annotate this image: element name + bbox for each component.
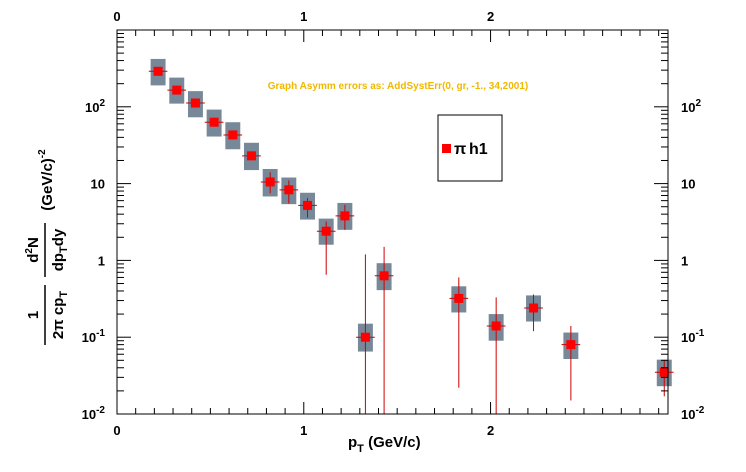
y-tick-label-left: 10-2 — [82, 405, 106, 422]
x-axis-title-sub: T — [357, 443, 364, 455]
data-point — [529, 303, 539, 313]
legend-symbol: π — [454, 141, 466, 158]
data-point — [228, 130, 238, 140]
y-tick-label-right: 1 — [681, 253, 688, 268]
x-tick-label-bottom: 0 — [113, 423, 120, 438]
y-tick-label-right: 10 — [681, 177, 695, 192]
y-tick-label-left: 102 — [85, 98, 105, 115]
x-tick-label-top: 0 — [113, 9, 120, 24]
data-point — [153, 66, 163, 76]
data-point — [303, 200, 313, 210]
data-point — [246, 151, 256, 161]
y-axis-frac1-den: 2π cpT — [50, 291, 70, 340]
plot-frame — [116, 29, 669, 415]
data-point — [321, 226, 331, 236]
chart-annotation: Graph Asymm errors as: AddSystErr(0, gr,… — [268, 81, 528, 92]
data-point — [340, 211, 350, 221]
y-tick-label-right: 10-2 — [681, 405, 705, 422]
data-point — [360, 332, 370, 342]
x-tick-label-bottom: 1 — [300, 423, 307, 438]
y-tick-label-left: 10 — [91, 177, 105, 192]
data-point — [265, 177, 275, 187]
y-axis-frac1-num: 1 — [25, 311, 42, 319]
data-point — [379, 271, 389, 281]
legend-marker — [442, 144, 451, 153]
x-axis-title: pT (GeV/c) — [348, 434, 421, 455]
y-axis-units: (GeV/c)-2 — [37, 149, 56, 211]
axes-layer: 0 0 1 1 2 2 10-2 10-2 10-1 10-1 1 1 10 10 102 102 — [82, 9, 705, 438]
data-layer — [148, 58, 674, 414]
x-axis-title-units: (GeV/c) — [364, 434, 421, 451]
data-point — [566, 340, 576, 350]
y-tick-label-left: 1 — [98, 253, 105, 268]
y-axis-title: 1 2π cpT d2N dpTdy (GeV/c)-2 — [24, 149, 70, 345]
x-tick-label-top: 1 — [300, 9, 307, 24]
y-tick-label-right: 10-1 — [681, 328, 705, 345]
y-tick-label-left: 10-1 — [82, 328, 106, 345]
x-tick-label-bottom: 2 — [487, 423, 494, 438]
y-axis-frac2-num: d2N — [24, 237, 42, 263]
y-axis-frac2-den: dpTdy — [50, 228, 70, 271]
data-point — [491, 321, 501, 331]
data-point — [659, 367, 669, 377]
data-point — [190, 98, 200, 108]
x-tick-label-top: 2 — [487, 9, 494, 24]
legend: π h1 — [437, 114, 503, 182]
x-axis-title-p: p — [348, 434, 357, 451]
data-point — [172, 85, 182, 95]
data-point — [284, 185, 294, 195]
data-point — [454, 293, 464, 303]
y-tick-label-right: 102 — [681, 98, 701, 115]
data-point — [209, 117, 219, 127]
legend-label: h1 — [469, 141, 488, 158]
